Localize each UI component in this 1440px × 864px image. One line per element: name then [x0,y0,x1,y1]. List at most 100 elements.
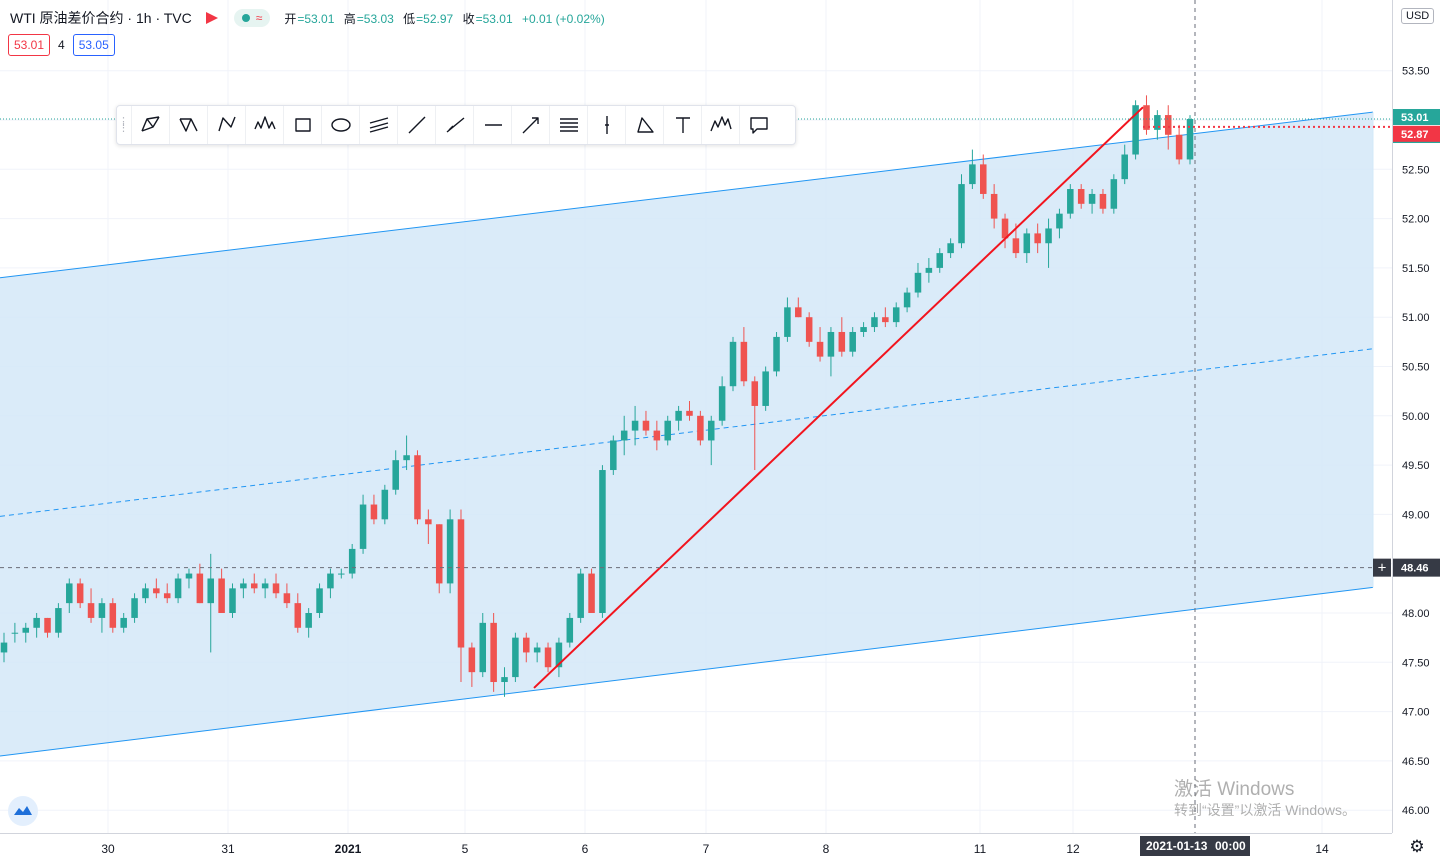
candle [338,568,345,579]
channel-upper-line [0,111,1374,279]
bid-ask-row: 53.01 4 53.05 [8,34,115,56]
text-icon[interactable] [663,106,701,144]
candle-body [729,341,737,387]
candle-body [131,598,138,618]
status-pill[interactable]: ≈ [233,9,271,27]
candle [729,336,737,392]
candle [610,435,617,475]
candle-body [544,647,552,668]
candle [392,450,399,495]
candle [435,524,443,594]
candle-body [207,578,214,604]
candle-body [903,292,911,308]
candle-body [784,307,791,337]
horizontal-ray-icon[interactable] [473,106,511,144]
candle-body [109,603,117,628]
crosshair-plus-button: + [1373,558,1391,577]
currency-button[interactable]: USD [1401,8,1435,24]
candle-body [1056,213,1063,229]
candle-body [925,267,933,273]
callout-icon[interactable] [739,106,777,144]
candle-body [1045,228,1052,244]
flag-icon[interactable] [205,12,218,24]
elliott-wave-icon[interactable] [701,106,739,144]
candle-body [936,253,944,268]
candle-body [261,583,269,589]
candle-body [370,504,378,520]
candle-body [392,460,399,490]
candle [555,637,563,678]
xabcd-pattern-icon[interactable] [131,106,169,144]
change-value: +0.01 (+0.02%) [521,11,605,26]
channel-lower-line [0,586,1374,757]
candle [1132,100,1139,160]
candle-body [1175,134,1183,160]
candle-body [87,603,95,618]
candle [1023,228,1031,263]
activation-watermark-hint: 转到“设置”以激活 Windows。 [1174,802,1357,818]
candle-body [272,583,280,594]
candle [653,420,661,451]
candle-body [120,617,127,628]
candle [44,617,51,638]
candle-body [599,470,606,613]
candle-body [958,184,965,244]
candle [533,642,541,663]
candle-body [838,331,846,352]
abcd-pattern-icon[interactable] [207,106,245,144]
buy-button[interactable]: 53.05 [72,34,115,56]
candle-body [22,627,30,633]
svg-text:00:00: 00:00 [1215,839,1246,853]
head-shoulders-icon[interactable] [245,106,283,144]
parallel-channel-icon[interactable] [359,106,397,144]
candle-body [294,603,302,628]
candle-body [1088,193,1096,204]
candle-body [305,613,312,628]
candle [664,415,671,446]
candle [969,149,976,190]
candle-body [381,489,389,520]
candle [120,613,127,633]
candle [1067,184,1074,219]
rectangle-icon[interactable] [283,106,321,144]
candle [76,578,84,609]
candle-body [98,603,106,618]
candle [479,613,487,678]
channel-fill [0,112,1373,756]
arrow-icon[interactable] [511,106,549,144]
vertical-line-icon[interactable] [587,106,625,144]
candle [892,302,900,328]
candle [512,632,519,683]
sell-button[interactable]: 53.01 [8,34,51,56]
candle [316,583,323,618]
cypher-pattern-icon[interactable] [169,106,207,144]
candle-body [0,642,8,653]
candle-body [805,317,813,342]
tradingview-logo-icon[interactable] [8,796,38,826]
ellipse-icon[interactable] [321,106,359,144]
candle-body [435,524,443,584]
price-tick-label: 46.00 [1402,805,1430,817]
candle [457,509,465,683]
trend-line-icon[interactable] [397,106,435,144]
candlestick-series [0,95,1194,697]
candle-body [338,573,345,575]
candle-body [610,440,617,471]
candle [882,307,889,328]
candle-body [523,637,530,653]
settings-gear-icon[interactable]: ⚙ [1409,837,1425,856]
candle-body [577,573,584,618]
symbol-title[interactable]: WTI 原油差价合约 · 1h · TVC [10,10,192,26]
candle [620,415,628,456]
candle-body [686,410,693,416]
ray-icon[interactable] [435,106,473,144]
triangle-icon[interactable] [625,106,663,144]
activation-watermark-title: 激活 Windows [1174,779,1295,800]
candle-body [1154,115,1161,130]
candle [805,312,813,347]
candle [163,583,171,604]
drag-handle-icon[interactable]: ⋮ ⋮ [118,116,130,134]
candle [860,322,867,337]
horizontal-lines-icon[interactable] [549,106,587,144]
